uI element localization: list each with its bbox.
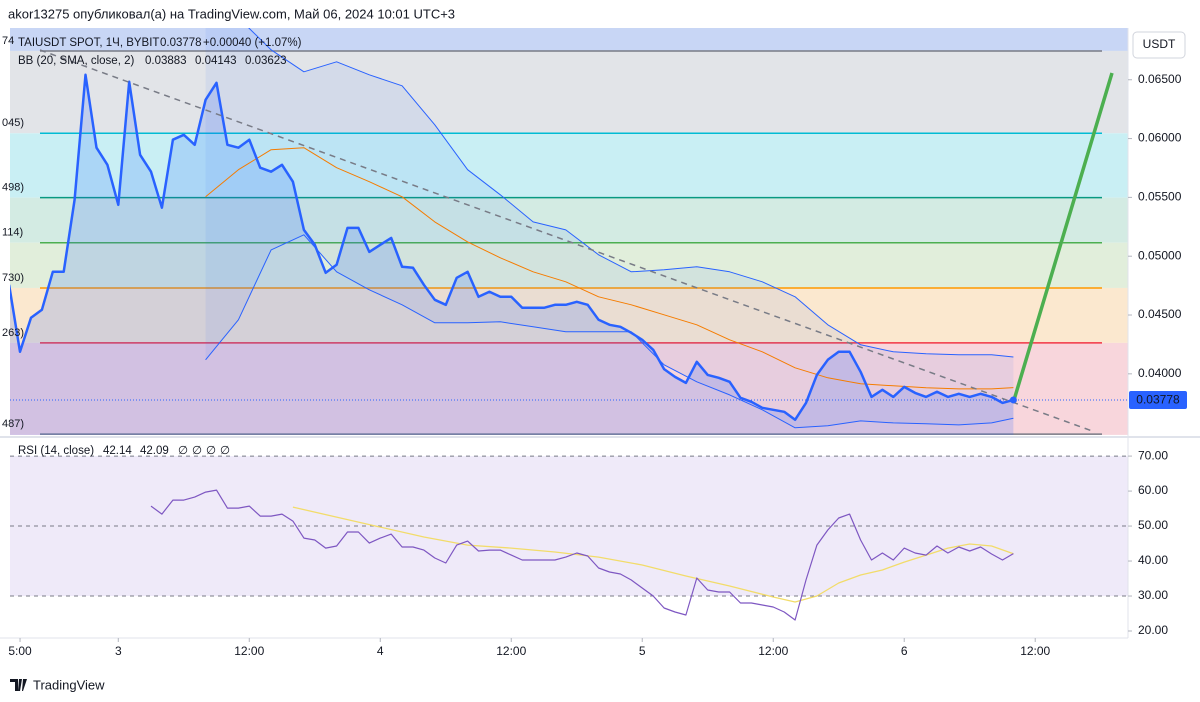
y-tick-label: 0.04500 [1138, 307, 1182, 321]
fib-label: 74 [2, 35, 14, 47]
rsi-empty: ∅ [206, 445, 216, 457]
rsi-empty: ∅ [192, 445, 202, 457]
y-tick-label: 20.00 [1138, 623, 1168, 637]
last-price: 0.03778 [160, 37, 202, 49]
x-tick-label: 12:00 [234, 644, 264, 658]
rsi-line [150, 489, 1014, 621]
y-tick-label: 0.05000 [1138, 248, 1182, 262]
rsi-pane [10, 455, 1128, 621]
fib-label: 487) [2, 418, 24, 430]
fib-band [10, 28, 1128, 51]
x-tick-label: 6 [901, 644, 908, 658]
currency: USDT [1143, 37, 1176, 51]
rsi-band [10, 456, 1128, 597]
band-fill [205, 28, 1014, 428]
band-2 [205, 234, 1014, 429]
rsi-value: 42.09 [140, 445, 169, 457]
price-area [10, 74, 1014, 435]
price-tag [1129, 390, 1187, 409]
logo: TradingView [10, 677, 105, 692]
x-tick-label: 12:00 [496, 644, 526, 658]
indicator: BB (20, SMA, close, 2) [18, 55, 134, 67]
fib-band [10, 133, 1128, 198]
y-tick-label: 0.04000 [1138, 366, 1182, 380]
band-0 [205, 147, 1014, 390]
logo-icon [10, 679, 27, 691]
rsi-title: RSI (14, close) [18, 445, 94, 457]
axes: USDT 0.04000 0.04500 0.05000 0.05500 0.06000… [0, 28, 1200, 658]
x-tick-label: 4 [377, 644, 384, 658]
band-value: 0.03623 [245, 55, 287, 67]
fib-band [10, 50, 1128, 134]
change: +0.00040 (+1.07%) [203, 37, 302, 49]
band-value: 0.03883 [145, 55, 187, 67]
x-tick-label: 3 [115, 644, 122, 658]
y-tick-label: 30.00 [1138, 588, 1168, 602]
brand: TradingView [33, 677, 105, 692]
fib-label: 498) [2, 182, 24, 194]
trend-line [39, 49, 1096, 433]
price-line [10, 73, 1014, 422]
fib-band [10, 197, 1128, 243]
drawings [39, 49, 1114, 433]
symbol: TAIUSDT SPOT, 1Ч, BYBIT [18, 37, 159, 49]
last-point [1009, 396, 1017, 404]
x-tick-label: 12:00 [1020, 644, 1050, 658]
rsi-value: 42.14 [103, 445, 132, 457]
band-1 [248, 28, 1014, 358]
y-tick-label: 50.00 [1138, 518, 1168, 532]
rsi-ma-line [292, 506, 1014, 603]
y-tick-label: 60.00 [1138, 483, 1168, 497]
y-tick-label: 0.05500 [1138, 190, 1182, 204]
x-tick-label: 12:00 [758, 644, 788, 658]
currency-button[interactable] [1132, 31, 1186, 59]
price-pane [10, 28, 1128, 435]
fib-label: 045) [2, 117, 24, 129]
fib-band [10, 287, 1128, 343]
fib-band [10, 242, 1128, 288]
x-tick-label: 5:00 [8, 644, 32, 658]
header: akor13275 опубликовал(а) на TradingView.… [8, 6, 455, 21]
band-value: 0.04143 [195, 55, 237, 67]
rsi-empty: ∅ [178, 445, 188, 457]
fib-label: 730) [2, 272, 24, 284]
y-tick-label: 70.00 [1138, 448, 1168, 462]
y-tick-label: 40.00 [1138, 553, 1168, 567]
y-tick-label: 0.06500 [1138, 72, 1182, 86]
legend: TAIUSDT SPOT, 1Ч, BYBIT 0.03778 +0.00040 (… [18, 37, 302, 457]
rsi-empty: ∅ [220, 445, 230, 457]
y-tick-label: 0.06000 [1138, 131, 1182, 145]
fib-label: 114) [2, 227, 23, 239]
x-tick-label: 5 [639, 644, 646, 658]
price-tag-label: 0.03778 [1136, 393, 1180, 407]
fib-label: 263) [2, 327, 24, 339]
projection-line [1012, 72, 1114, 401]
